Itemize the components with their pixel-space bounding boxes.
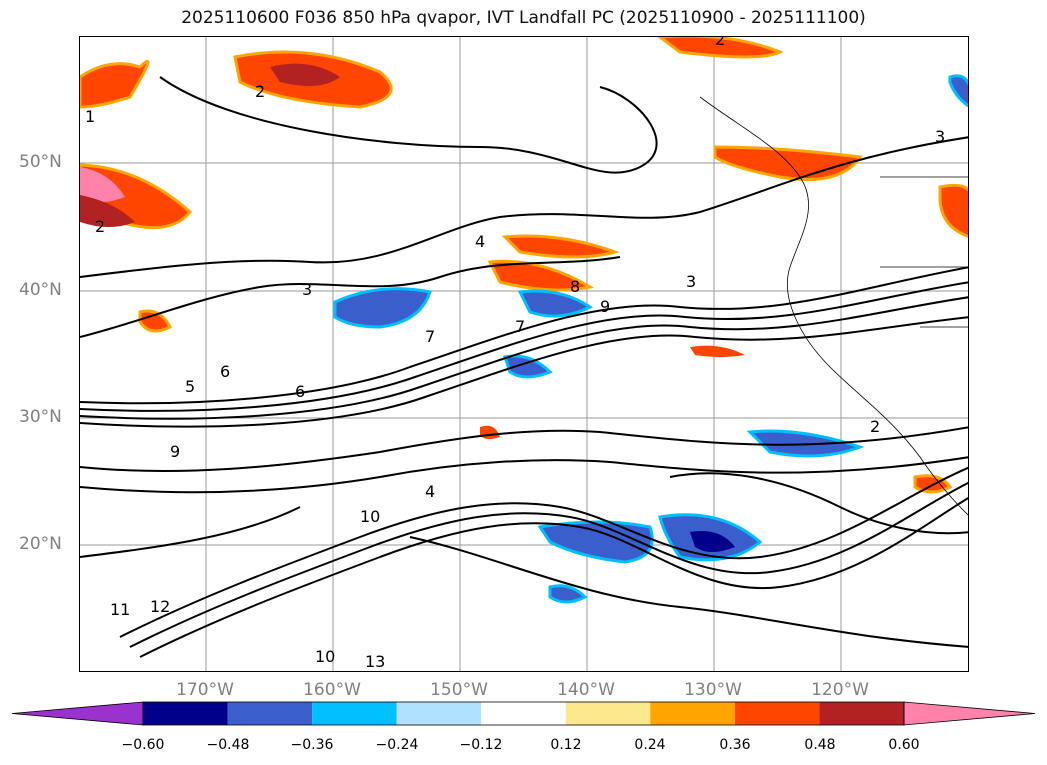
colorbar-tick-label: −0.12	[459, 737, 503, 753]
contour-label: 9	[600, 297, 610, 316]
colorbar-outline	[142, 701, 905, 726]
colorbar-segment	[396, 702, 482, 725]
colorbar-segment	[734, 702, 820, 725]
contour-label: 3	[686, 272, 696, 291]
ivt-contours	[80, 76, 968, 658]
graticule	[80, 37, 968, 671]
colorbar-tick-label: 0.60	[888, 737, 920, 753]
contour-label: 3	[935, 127, 945, 146]
contour-label: 6	[295, 382, 305, 401]
colorbar-segment	[819, 702, 904, 725]
contour-label: 2	[715, 37, 725, 49]
colorbar-tick-label: −0.60	[121, 737, 165, 753]
contour-label: 4	[475, 232, 485, 251]
latitude-label: 50°N	[19, 152, 62, 172]
colorbar-tick-label: 0.24	[634, 737, 666, 753]
coastline	[699, 96, 968, 516]
contour-label: 3	[302, 280, 312, 299]
contour-label: 2	[95, 217, 105, 236]
contour-label: 2	[870, 417, 880, 436]
contour-label: 12	[150, 597, 170, 616]
colorbar-tick-label: 0.36	[719, 737, 751, 753]
colorbar-extend-max	[903, 701, 1036, 726]
colorbar-tick-label: −0.48	[206, 737, 250, 753]
contour-label: 11	[110, 600, 130, 619]
colorbar-tick-label: −0.36	[290, 737, 334, 753]
colorbar-tick-label: 0.12	[550, 737, 582, 753]
latitude-label: 30°N	[19, 407, 62, 427]
longitude-label: 170°W	[176, 680, 234, 700]
contour-label: 10	[360, 507, 380, 526]
latitude-label: 20°N	[19, 534, 62, 554]
longitude-label: 130°W	[684, 680, 742, 700]
contour-label: 5	[185, 377, 195, 396]
contour-label: 9	[170, 442, 180, 461]
map-canvas: 2 2 1 2 3 3 4 4 5 6 6 7 7 8 9 9 10 10 11…	[80, 37, 968, 671]
contour-label: 13	[365, 652, 385, 671]
colorbar-segment	[312, 702, 397, 725]
latitude-label: 40°N	[19, 280, 62, 300]
contour-label: 4	[425, 482, 435, 501]
colorbar-segment	[481, 702, 566, 725]
map-title: 2025110600 F036 850 hPa qvapor, IVT Land…	[181, 8, 866, 28]
contour-label: 8	[570, 277, 580, 296]
longitude-label: 150°W	[430, 680, 488, 700]
contour-label: 7	[425, 327, 435, 346]
contour-label: 6	[220, 362, 230, 381]
colorbar-segment	[650, 702, 735, 725]
contour-label: 10	[315, 647, 335, 666]
positive-anomaly-shading	[80, 37, 968, 494]
contour-label: 1	[85, 107, 95, 126]
colorbar-segment	[565, 702, 651, 725]
contour-label: 7	[515, 317, 525, 336]
colorbar-segment	[227, 702, 313, 725]
colorbar-tick-label: −0.24	[375, 737, 419, 753]
longitude-label: 120°W	[811, 680, 869, 700]
negative-anomaly-shading	[333, 74, 968, 604]
longitude-label: 160°W	[303, 680, 361, 700]
contour-label: 2	[255, 82, 265, 101]
colorbar-tick-label: 0.48	[804, 737, 836, 753]
map-panel: 2 2 1 2 3 3 4 4 5 6 6 7 7 8 9 9 10 10 11…	[79, 36, 969, 672]
colorbar-extend-min	[11, 701, 144, 726]
longitude-label: 140°W	[557, 680, 615, 700]
colorbar-segment	[143, 702, 228, 725]
contour-labels: 2 2 1 2 3 3 4 4 5 6 6 7 7 8 9 9 10 10 11…	[85, 37, 945, 671]
